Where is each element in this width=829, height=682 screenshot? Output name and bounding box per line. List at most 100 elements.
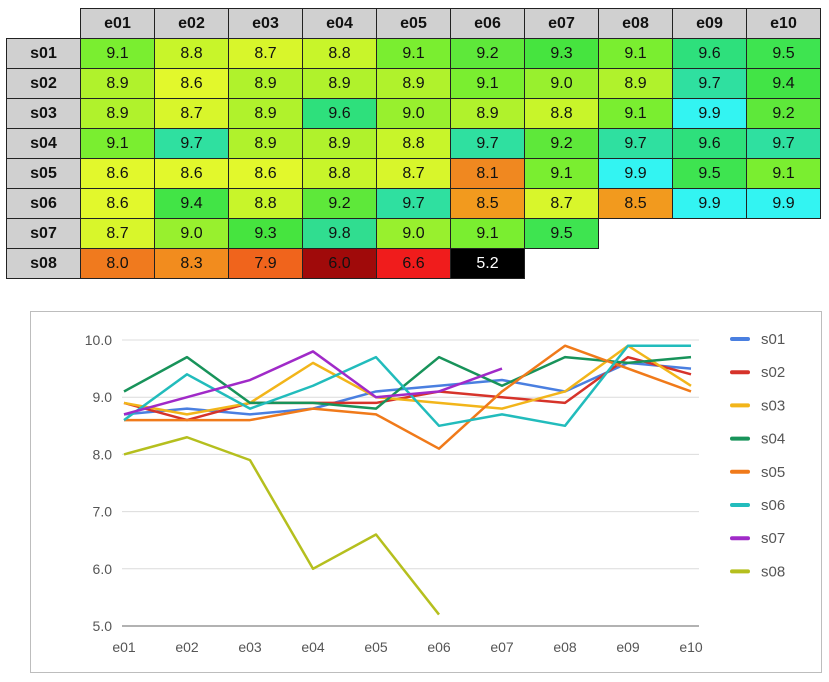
score-cell: 8.9 — [80, 68, 155, 99]
score-cell: 9.9 — [672, 98, 747, 129]
score-cell: 9.9 — [598, 158, 673, 189]
empty-cell — [599, 219, 673, 249]
y-tick-label: 5.0 — [93, 618, 113, 634]
score-cell: 9.5 — [672, 158, 747, 189]
score-cell: 9.6 — [302, 98, 377, 129]
score-cell: 8.7 — [228, 38, 303, 69]
score-cell: 9.5 — [746, 38, 821, 69]
score-cell: 8.7 — [80, 218, 155, 249]
series-line-s01 — [123, 361, 692, 416]
ratings-table: e01 e02 e03 e04 e05 e06 e07 e08 e09 e10 s01 9.1 8.8… — [6, 8, 821, 279]
table-body: s01 9.1 8.8 8.7 8.8 9.1 9.2 9.3 9.1 9.6 9.5 s02 8.9 8… — [6, 38, 821, 279]
score-cell: 9.1 — [450, 68, 525, 99]
score-cell: 9.1 — [80, 38, 155, 69]
column-header: e08 — [598, 8, 673, 39]
score-cell: 8.3 — [154, 248, 229, 279]
score-cell: 8.6 — [80, 188, 155, 219]
row-header: s03 — [6, 98, 81, 129]
column-header: e01 — [80, 8, 155, 39]
table-row: s05 8.6 8.6 8.6 8.8 8.7 8.1 9.1 9.9 9.5 9.1 — [6, 158, 821, 189]
legend-label: s04 — [761, 431, 785, 448]
score-cell: 9.9 — [672, 188, 747, 219]
empty-cell — [747, 249, 821, 279]
table-row: s04 9.1 9.7 8.9 8.9 8.8 9.7 9.2 9.7 9.6 9.7 — [6, 128, 821, 159]
x-tick-label: e08 — [553, 639, 577, 655]
table-row: s06 8.6 9.4 8.8 9.2 9.7 8.5 8.7 8.5 9.9 9.9 — [6, 188, 821, 219]
legend-label: s08 — [761, 563, 785, 580]
row-header: s05 — [6, 158, 81, 189]
score-cell: 8.1 — [450, 158, 525, 189]
score-cell: 8.6 — [154, 158, 229, 189]
score-cell: 9.7 — [598, 128, 673, 159]
column-header: e10 — [746, 8, 821, 39]
score-cell: 9.7 — [672, 68, 747, 99]
score-cell: 8.9 — [302, 68, 377, 99]
score-cell: 8.9 — [302, 128, 377, 159]
score-cell: 8.6 — [154, 68, 229, 99]
table-header-row: e01 e02 e03 e04 e05 e06 e07 e08 e09 e10 — [7, 8, 821, 39]
column-header: e04 — [302, 8, 377, 39]
score-cell: 9.1 — [376, 38, 451, 69]
score-cell: 9.7 — [154, 128, 229, 159]
row-header: s01 — [6, 38, 81, 69]
table-row: s01 9.1 8.8 8.7 8.8 9.1 9.2 9.3 9.1 9.6 9.5 — [6, 38, 821, 69]
score-cell: 9.8 — [302, 218, 377, 249]
series-line-s08 — [123, 435, 440, 616]
score-cell: 9.4 — [746, 68, 821, 99]
table-row: s08 8.0 8.3 7.9 6.0 6.6 5.2 — [6, 248, 821, 279]
score-cell: 8.8 — [524, 98, 599, 129]
score-cell: 9.0 — [376, 218, 451, 249]
series-line-s02 — [123, 355, 692, 422]
legend-label: s07 — [761, 530, 785, 547]
x-tick-label: e01 — [112, 639, 136, 655]
score-cell: 9.1 — [598, 38, 673, 69]
score-cell: 9.3 — [524, 38, 599, 69]
x-tick-label: e09 — [616, 639, 640, 655]
empty-cell — [673, 219, 747, 249]
score-cell: 9.3 — [228, 218, 303, 249]
empty-cell — [599, 249, 673, 279]
score-cell: 9.0 — [376, 98, 451, 129]
score-cell: 9.1 — [746, 158, 821, 189]
score-cell: 9.0 — [524, 68, 599, 99]
line-chart: 5.0 6.0 7.0 8.0 9.0 10.0 e01 e02 e03 e04 e05 e06 e07… — [85, 331, 785, 655]
score-cell: 8.8 — [154, 38, 229, 69]
column-header: e05 — [376, 8, 451, 39]
score-cell: 9.6 — [672, 38, 747, 69]
row-header: s04 — [6, 128, 81, 159]
score-cell: 8.8 — [302, 38, 377, 69]
y-tick-label: 8.0 — [93, 446, 113, 462]
y-tick-label: 9.0 — [93, 389, 113, 405]
score-cell: 9.5 — [524, 218, 599, 249]
column-header: e02 — [154, 8, 229, 39]
legend-label: s02 — [761, 364, 785, 381]
table-row: s02 8.9 8.6 8.9 8.9 8.9 9.1 9.0 8.9 9.7 9.4 — [6, 68, 821, 99]
row-header: s08 — [6, 248, 81, 279]
series-line-s06 — [123, 344, 691, 428]
score-cell: 8.9 — [80, 98, 155, 129]
score-cell: 8.8 — [228, 188, 303, 219]
y-tick-label: 7.0 — [93, 504, 113, 520]
score-cell: 8.7 — [524, 188, 599, 219]
score-cell: 8.9 — [598, 68, 673, 99]
score-cell: 9.4 — [154, 188, 229, 219]
x-tick-label: e10 — [679, 639, 703, 655]
score-cell: 9.2 — [746, 98, 821, 129]
score-cell: 9.7 — [376, 188, 451, 219]
score-cell: 8.9 — [228, 68, 303, 99]
legend-label: s06 — [761, 497, 785, 514]
score-cell: 9.2 — [450, 38, 525, 69]
row-header: s02 — [6, 68, 81, 99]
score-cell: 8.0 — [80, 248, 155, 279]
score-cell: 8.8 — [376, 128, 451, 159]
table-corner — [7, 9, 81, 39]
x-tick-label: e04 — [301, 639, 325, 655]
x-tick-label: e07 — [490, 639, 514, 655]
x-tick-label: e02 — [175, 639, 199, 655]
x-tick-label: e05 — [364, 639, 388, 655]
score-cell: 9.7 — [450, 128, 525, 159]
legend-label: s05 — [761, 464, 785, 481]
score-cell: 9.1 — [450, 218, 525, 249]
x-tick-label: e06 — [427, 639, 451, 655]
series-line-s05 — [124, 344, 692, 450]
